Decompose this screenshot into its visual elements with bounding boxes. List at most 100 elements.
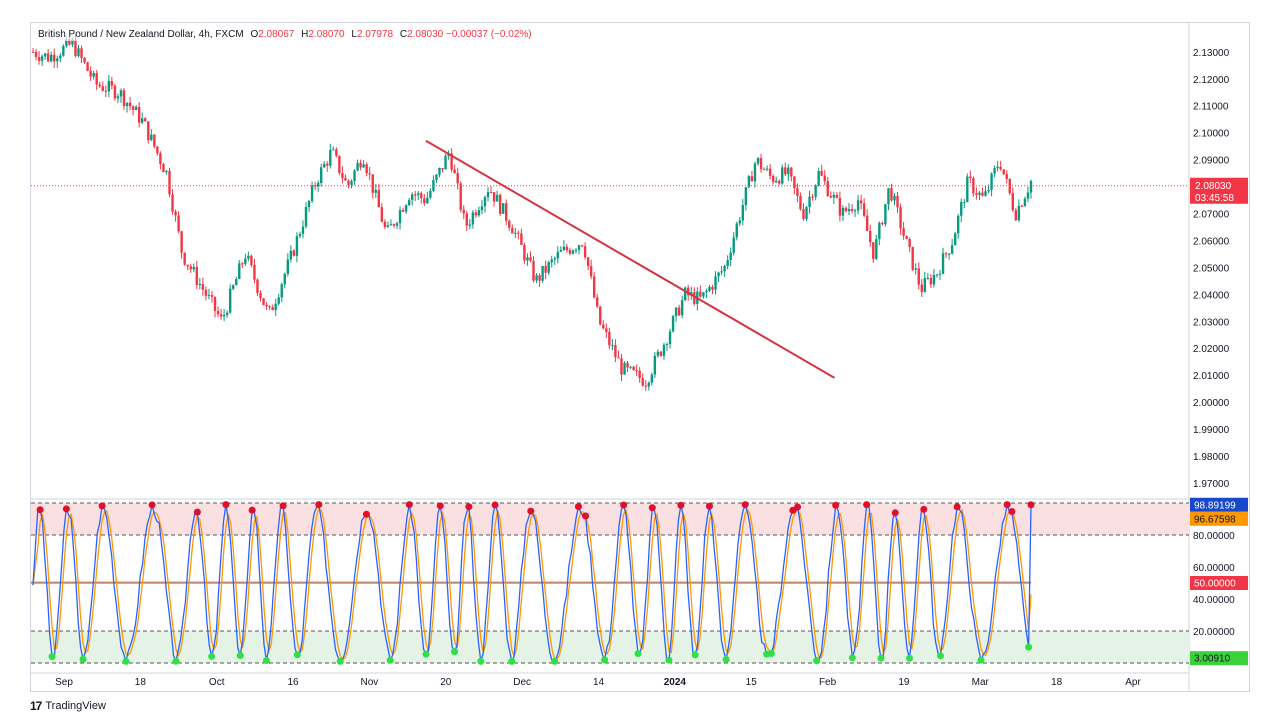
candle-body bbox=[656, 351, 660, 356]
candle-body bbox=[526, 257, 529, 261]
candle-body bbox=[259, 292, 262, 299]
candle-body bbox=[213, 296, 217, 311]
candle-body bbox=[568, 250, 572, 254]
candle-body bbox=[353, 170, 356, 182]
candle-body bbox=[141, 118, 144, 123]
candle-body bbox=[608, 332, 611, 346]
candle-body bbox=[453, 169, 456, 174]
candle-body bbox=[1005, 174, 1008, 179]
peak-dot bbox=[582, 512, 590, 520]
candle-body bbox=[841, 207, 845, 216]
peak-dot bbox=[248, 506, 256, 514]
candle-body bbox=[326, 163, 329, 166]
candle-body bbox=[277, 297, 280, 304]
high-label: H bbox=[301, 29, 309, 40]
price-tick-label: 1.99000 bbox=[1193, 425, 1230, 436]
trough-dot bbox=[293, 651, 301, 659]
candle-body bbox=[835, 194, 839, 198]
time-tick-label: Nov bbox=[361, 677, 379, 688]
candle-body bbox=[559, 250, 563, 252]
candle-body bbox=[498, 194, 502, 214]
candle-body bbox=[40, 56, 44, 61]
peak-dot bbox=[362, 510, 370, 518]
candle-body bbox=[204, 289, 208, 296]
candle-body bbox=[98, 84, 101, 87]
candle-body bbox=[844, 207, 848, 212]
price-tick-label: 2.00000 bbox=[1193, 398, 1230, 409]
tradingview-brand[interactable]: 17 TradingView bbox=[30, 699, 106, 713]
time-tick-label: Sep bbox=[55, 677, 73, 688]
trough-dot bbox=[877, 654, 885, 662]
candle-body bbox=[350, 181, 353, 185]
chart-canvas[interactable]: 2.13000 2.12000 2.11000 2.10000 2.09000 2.080… bbox=[31, 23, 1249, 691]
candle-body bbox=[920, 284, 923, 292]
candle-body bbox=[95, 73, 98, 85]
peak-dot bbox=[620, 501, 628, 509]
candle-body bbox=[932, 274, 936, 285]
peak-dot bbox=[193, 508, 201, 516]
chart-frame[interactable]: 2.13000 2.12000 2.11000 2.10000 2.09000 2.080… bbox=[30, 22, 1250, 692]
candle-body bbox=[963, 202, 966, 204]
candle-body bbox=[383, 221, 387, 227]
peak-dot bbox=[436, 502, 444, 510]
candle-body bbox=[1026, 192, 1030, 199]
candle-body bbox=[131, 106, 135, 110]
candle-body bbox=[614, 345, 617, 358]
candle-body bbox=[778, 180, 781, 184]
candle-body bbox=[34, 52, 38, 58]
time-tick-label: 2024 bbox=[664, 677, 687, 688]
candle-body bbox=[878, 222, 881, 240]
symbol-legend: British Pound / New Zealand Dollar, 4h, … bbox=[36, 28, 534, 41]
candle-body bbox=[410, 194, 414, 201]
candle-body bbox=[823, 175, 826, 182]
candle-body bbox=[862, 203, 866, 216]
change-value: −0.00037 (−0.02%) bbox=[446, 29, 532, 40]
candle-body bbox=[426, 197, 429, 204]
price-tick-label: 2.03000 bbox=[1193, 317, 1230, 328]
candle-body bbox=[644, 385, 647, 387]
candle-body bbox=[938, 273, 942, 275]
candle-body bbox=[720, 271, 723, 273]
candle-body bbox=[495, 194, 499, 202]
candle-body bbox=[899, 207, 902, 229]
candle-body bbox=[310, 185, 314, 201]
candle-body bbox=[250, 255, 253, 265]
peak-dot bbox=[148, 501, 156, 509]
candle-body bbox=[565, 246, 569, 251]
time-tick-label: 14 bbox=[593, 677, 605, 688]
candle-body bbox=[538, 275, 541, 281]
candle-body bbox=[674, 307, 678, 317]
candle-body bbox=[180, 231, 183, 253]
candle-body bbox=[222, 315, 226, 317]
candle-body bbox=[462, 209, 465, 214]
candle-body bbox=[947, 253, 951, 255]
candle-body bbox=[365, 164, 368, 174]
last-price-tag bbox=[1190, 177, 1248, 204]
peak-dot bbox=[36, 506, 44, 514]
trough-dot bbox=[767, 650, 775, 658]
candle-body bbox=[59, 55, 62, 59]
candle-body bbox=[738, 220, 741, 224]
candle-body bbox=[811, 196, 814, 198]
candle-body bbox=[344, 178, 347, 181]
trough-dot bbox=[848, 654, 856, 662]
candle-body bbox=[781, 167, 784, 184]
candle-body bbox=[241, 263, 244, 265]
candle-body bbox=[268, 306, 271, 308]
candle-body bbox=[820, 171, 823, 176]
candle-body bbox=[747, 176, 751, 188]
candle-body bbox=[483, 197, 487, 207]
peak-dot bbox=[491, 501, 499, 509]
candle-body bbox=[759, 157, 763, 170]
candle-body bbox=[550, 259, 553, 263]
stoch-d-tag bbox=[1190, 511, 1248, 526]
last-price-label: 2.08030 bbox=[1195, 181, 1232, 192]
candle-body bbox=[784, 167, 787, 175]
candle-body bbox=[165, 170, 168, 173]
candle-body bbox=[571, 250, 575, 254]
candle-body bbox=[280, 284, 283, 298]
candle-body bbox=[650, 374, 654, 383]
candle-body bbox=[37, 57, 41, 61]
stoch-d-tag-label: 96.67598 bbox=[1194, 514, 1236, 525]
candle-body bbox=[329, 149, 332, 166]
